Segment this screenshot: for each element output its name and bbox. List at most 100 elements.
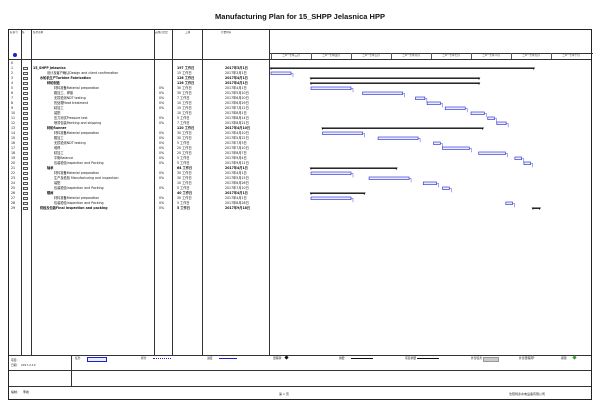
table-row[interactable]: 3 水轮机生产Turbine Fabrication 126 工作日 2017年4月1… — [9, 76, 269, 81]
task-duration: 40 工作日 — [177, 191, 193, 195]
task-duration: 30 工作日 — [177, 91, 192, 95]
table-row[interactable]: 6 粗加工、焊接 0% 30 工作日 2017年5月10日 — [9, 91, 269, 96]
timescale-separator — [311, 53, 312, 59]
footer-page: 第 1 页 — [279, 392, 289, 396]
table-row[interactable]: 25 包装检验Inspection and Packing 0% 5 工作日 2017年… — [9, 186, 269, 191]
table-row[interactable]: 12 喷漆包装Painting and shipping 0% 7 工作日 2017年8… — [9, 121, 269, 126]
task-id: 6 — [11, 91, 14, 95]
table-row[interactable]: 24 装配 10 工作日 2017年6月26日 — [9, 181, 269, 186]
task-start: 2017年3月1日 — [225, 66, 248, 70]
summary-bar-end — [363, 192, 366, 195]
summary-bar-end — [477, 82, 481, 85]
table-row[interactable]: 27 材料准备Material preparation 0% 30 工作日 2017年4… — [9, 196, 269, 201]
task-name: 材料准备Material preparation — [54, 171, 100, 175]
task-name: 装配 — [54, 181, 61, 185]
task-bar — [487, 116, 495, 120]
col-header-duration: 工期 — [185, 31, 191, 34]
task-start: 2017年8月28日 — [225, 201, 249, 205]
legend-label: 任务 — [75, 356, 81, 360]
task-duration: 10 工作日 — [177, 181, 192, 185]
table-row[interactable]: 17 堆焊 0% 20 工作日 2017年7月10日 — [9, 146, 269, 151]
timescale-month: 二O一七年五月 — [362, 54, 380, 57]
task-start: 2017年8月7日 — [225, 151, 247, 155]
task-id: 12 — [11, 121, 16, 125]
table-row[interactable]: 8 热处理Heat treatment 0% 10 工作日 2017年6月29日 — [9, 101, 269, 106]
task-bar — [496, 121, 507, 125]
table-row[interactable]: 0 — [9, 61, 269, 66]
task-bar — [310, 171, 352, 175]
table-row[interactable]: 28 包装检验Inspection and Packing 0% 5 工作日 2017年… — [9, 201, 269, 206]
task-start: 2017年6月29日 — [225, 101, 249, 105]
table-row[interactable]: 23 生产及检验 Manufacturing and inspection 0% 30… — [9, 176, 269, 181]
task-percent: 0% — [159, 176, 165, 180]
task-bar — [433, 141, 441, 145]
task-name: 水轮机生产Turbine Fabrication — [40, 76, 91, 80]
dependency-link — [351, 198, 354, 203]
table-row[interactable]: 7 无损检测NDT testing 0% 7 工作日 2017年6月20日 — [9, 96, 269, 101]
task-id: 20 — [11, 161, 16, 165]
task-start: 2017年7月10日 — [225, 146, 249, 150]
task-duration: 15 工作日 — [177, 106, 192, 110]
dependency-link — [409, 178, 412, 183]
task-duration: 30 工作日 — [177, 196, 192, 200]
task-mode-icon — [23, 202, 28, 205]
dependency-link — [402, 93, 405, 98]
task-bar — [362, 91, 403, 95]
summary-bar-end — [309, 82, 313, 85]
legend-swatch — [483, 357, 499, 362]
task-duration: 30 工作日 — [177, 136, 192, 140]
task-id: 11 — [11, 116, 16, 120]
summary-bar-end — [481, 127, 484, 130]
task-bar — [270, 71, 292, 75]
table-row[interactable]: 26 蝶阀 40 工作日 2017年4月1日 — [9, 191, 269, 196]
task-id: 9 — [11, 106, 14, 110]
summary-bar — [271, 67, 534, 69]
task-mode-icon — [23, 117, 28, 120]
table-row[interactable]: 9 精加工 0% 15 工作日 2017年7月12日 — [9, 106, 269, 111]
task-start: 2017年8月14日 — [225, 116, 249, 120]
dependency-link — [440, 103, 443, 108]
table-row[interactable]: 1 15_SHPP Jelasnica 197 工作日 2017年3月1日 — [9, 66, 269, 71]
task-id: 25 — [11, 186, 16, 190]
summary-bar — [322, 127, 483, 129]
table-row[interactable]: 14 材料准备Material preparation 0% 30 工作日 2017年4… — [9, 131, 269, 136]
task-bar — [523, 161, 531, 165]
timescale-separator — [551, 53, 552, 59]
task-id: 4 — [11, 81, 14, 85]
table-row[interactable]: 22 材料准备Material preparation 0% 30 工作日 2017年4… — [9, 171, 269, 176]
footer-author-label: 编制: — [11, 390, 19, 394]
table-row[interactable]: 5 材料准备Material preparation 0% 30 工作日 2017年4月… — [9, 86, 269, 91]
dependency-link — [521, 158, 524, 163]
task-mode-icon — [23, 157, 28, 160]
task-id: 23 — [11, 176, 16, 180]
table-row[interactable]: 19 平衡Balance 0% 5 工作日 2017年9月4日 — [9, 156, 269, 161]
table-row[interactable]: 21 轴承 64 工作日 2017年4月1日 — [9, 166, 269, 171]
dependency-link — [436, 183, 439, 188]
table-row[interactable]: 10 装配 10 工作日 2017年8月1日 — [9, 111, 269, 116]
task-id: 27 — [11, 196, 16, 200]
table-row[interactable]: 18 精加工 0% 20 工作日 2017年8月7日 — [9, 151, 269, 156]
dependency-link — [469, 148, 472, 153]
task-bar — [310, 86, 352, 90]
summary-bar — [311, 192, 365, 194]
task-bar — [444, 106, 466, 110]
task-duration: 20 工作日 — [177, 146, 192, 150]
task-id: 5 — [11, 86, 14, 90]
task-mode-icon — [23, 127, 28, 130]
col-sep-mode — [31, 30, 32, 355]
table-row[interactable]: 4 转轮制造 126 工作日 2017年4月1日 — [9, 81, 269, 86]
table-row[interactable]: 29 终检及包装Final inspection and packing 0% 5 工… — [9, 206, 269, 211]
table-row[interactable]: 15 粗加工 0% 30 工作日 2017年5月22日 — [9, 136, 269, 141]
table-row[interactable]: 16 无损检测NDT testing 0% 5 工作日 2017年7月3日 — [9, 141, 269, 146]
task-start: 2017年4月1日 — [225, 81, 248, 85]
col-sep-duration — [202, 30, 203, 355]
task-id: 15 — [11, 136, 16, 140]
task-start: 2017年7月12日 — [225, 106, 249, 110]
task-mode-icon — [23, 142, 28, 145]
table-row[interactable]: 13 转轮Runner 120 工作日 2017年4月10日 — [9, 126, 269, 131]
table-row[interactable]: 20 包装检验Inspection and Packing 0% 5 工作日 2017年… — [9, 161, 269, 166]
legend-swatch — [284, 355, 289, 360]
table-row[interactable]: 2 设计及客户确认Design and client confirmation 15… — [9, 71, 269, 76]
legend-label: 摘要 — [339, 356, 345, 360]
table-row[interactable]: 11 压力测试Pressure test 0% 5 工作日 2017年8月14日 — [9, 116, 269, 121]
